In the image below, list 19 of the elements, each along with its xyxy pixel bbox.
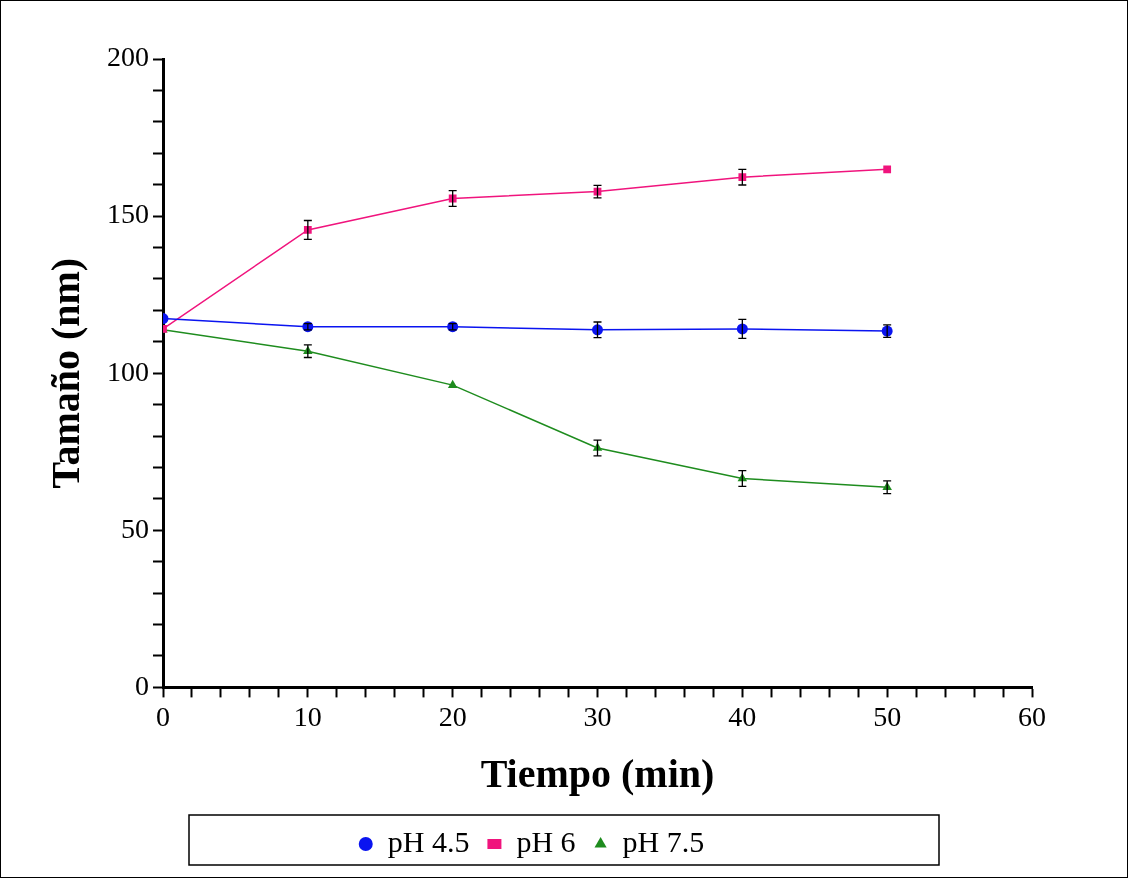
legend-label: pH 6 (516, 824, 576, 858)
point (447, 379, 458, 388)
x-tick-label: 10 (293, 700, 322, 732)
y-tick-label: 150 (107, 198, 149, 230)
x-tick-label: 0 (156, 700, 170, 732)
y-axis-title: Tamaño (nm) (43, 257, 89, 489)
x-tick-label: 50 (873, 700, 902, 732)
x-axis-title: Tiempo (min) (480, 751, 715, 797)
x-tick-label: 30 (583, 700, 612, 732)
x-tick-label: 20 (438, 700, 467, 732)
y-tick-label: 50 (121, 512, 149, 544)
y-tick-label: 100 (107, 355, 149, 387)
y-tick-label: 200 (107, 41, 149, 73)
point (883, 165, 892, 174)
legend-label: pH 4.5 (387, 824, 470, 858)
legend-label: pH 7.5 (622, 824, 705, 858)
y-tick-label: 0 (135, 669, 149, 701)
x-tick-label: 40 (728, 700, 757, 732)
x-tick-label: 60 (1018, 700, 1046, 732)
